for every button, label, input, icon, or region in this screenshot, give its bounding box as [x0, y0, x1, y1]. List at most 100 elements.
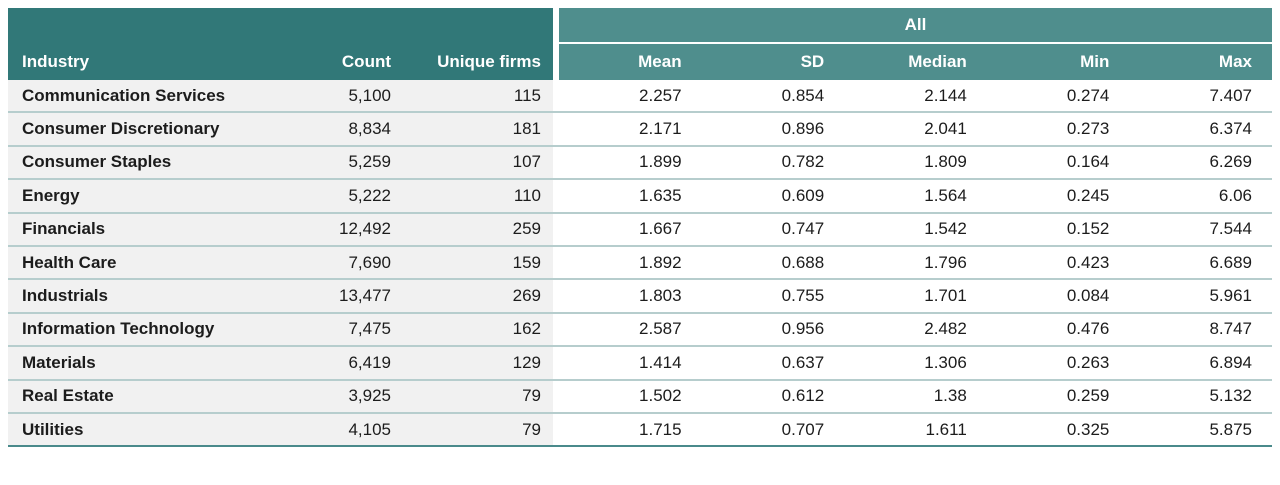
industry-name-cell: Communication Services — [8, 80, 298, 114]
min-cell: 0.152 — [986, 213, 1130, 247]
median-cell: 1.38 — [844, 380, 987, 414]
min-cell: 0.245 — [986, 180, 1130, 214]
count-cell: 6,419 — [298, 347, 403, 381]
count-cell: 5,259 — [298, 146, 403, 181]
median-cell: 1.306 — [844, 347, 987, 381]
table-row: Real Estate 3,925 79 1.502 0.612 1.38 0.… — [8, 380, 1272, 414]
table-row: Energy 5,222 110 1.635 0.609 1.564 0.245… — [8, 180, 1272, 214]
count-cell: 8,834 — [298, 113, 403, 147]
min-cell: 0.476 — [986, 313, 1130, 348]
count-cell: 3,925 — [298, 380, 403, 414]
median-cell: 1.701 — [844, 280, 987, 314]
row-gutter-cell — [553, 246, 559, 281]
industry-name-cell: Energy — [8, 180, 298, 214]
unique-firms-cell: 115 — [403, 80, 553, 114]
mean-cell: 1.892 — [559, 246, 702, 281]
column-header-row: Industry Count Unique firms Mean SD Medi… — [8, 44, 1272, 80]
min-cell: 0.259 — [986, 380, 1130, 414]
table-row: Utilities 4,105 79 1.715 0.707 1.611 0.3… — [8, 413, 1272, 448]
count-cell: 12,492 — [298, 213, 403, 247]
left-header-block — [8, 8, 553, 44]
row-gutter-cell — [553, 146, 559, 181]
mean-cell: 1.414 — [559, 347, 702, 381]
min-cell: 0.423 — [986, 246, 1130, 281]
min-cell: 0.274 — [986, 80, 1130, 114]
industry-name-cell: Materials — [8, 347, 298, 381]
group-header-row: All — [8, 8, 1272, 44]
mean-cell: 1.715 — [559, 413, 702, 448]
median-cell: 2.041 — [844, 113, 987, 147]
column-header-median: Median — [844, 44, 987, 80]
sd-cell: 0.747 — [701, 213, 845, 247]
sd-cell: 0.609 — [701, 180, 845, 214]
max-cell: 6.269 — [1129, 146, 1272, 181]
row-gutter-cell — [553, 380, 559, 414]
mean-cell: 1.803 — [559, 280, 702, 314]
mean-cell: 2.257 — [559, 80, 702, 114]
max-cell: 6.06 — [1129, 180, 1272, 214]
column-header-max: Max — [1129, 44, 1272, 80]
mean-cell: 1.635 — [559, 180, 702, 214]
min-cell: 0.263 — [986, 347, 1130, 381]
count-cell: 4,105 — [298, 413, 403, 448]
industry-name-cell: Information Technology — [8, 313, 298, 348]
median-cell: 1.809 — [844, 146, 987, 181]
sd-cell: 0.896 — [701, 113, 845, 147]
table-body: Communication Services 5,100 115 2.257 0… — [8, 80, 1272, 448]
median-cell: 1.611 — [844, 413, 987, 448]
summary-statistics-table-container: All Industry Count Unique firms Mean SD … — [8, 8, 1272, 448]
unique-firms-cell: 79 — [403, 380, 553, 414]
mean-cell: 1.502 — [559, 380, 702, 414]
table-row: Financials 12,492 259 1.667 0.747 1.542 … — [8, 213, 1272, 247]
mean-cell: 1.899 — [559, 146, 702, 181]
median-cell: 2.144 — [844, 80, 987, 114]
table-row: Industrials 13,477 269 1.803 0.755 1.701… — [8, 280, 1272, 314]
mean-cell: 2.171 — [559, 113, 702, 147]
row-gutter-cell — [553, 180, 559, 214]
max-cell: 6.894 — [1129, 347, 1272, 381]
industry-name-cell: Consumer Staples — [8, 146, 298, 181]
mean-cell: 2.587 — [559, 313, 702, 348]
industry-name-cell: Utilities — [8, 413, 298, 448]
sd-cell: 0.688 — [701, 246, 845, 281]
table-row: Materials 6,419 129 1.414 0.637 1.306 0.… — [8, 347, 1272, 381]
sd-cell: 0.637 — [701, 347, 845, 381]
unique-firms-cell: 107 — [403, 146, 553, 181]
row-gutter-cell — [553, 313, 559, 348]
count-cell: 5,100 — [298, 80, 403, 114]
min-cell: 0.164 — [986, 146, 1130, 181]
max-cell: 5.875 — [1129, 413, 1272, 448]
count-cell: 5,222 — [298, 180, 403, 214]
group-header-all: All — [559, 8, 1272, 44]
unique-firms-cell: 110 — [403, 180, 553, 214]
row-gutter-cell — [553, 113, 559, 147]
median-cell: 2.482 — [844, 313, 987, 348]
mean-cell: 1.667 — [559, 213, 702, 247]
industry-name-cell: Real Estate — [8, 380, 298, 414]
max-cell: 6.374 — [1129, 113, 1272, 147]
unique-firms-cell: 159 — [403, 246, 553, 281]
column-header-industry: Industry — [8, 44, 298, 80]
row-gutter-cell — [553, 347, 559, 381]
count-cell: 7,690 — [298, 246, 403, 281]
sd-cell: 0.612 — [701, 380, 845, 414]
min-cell: 0.084 — [986, 280, 1130, 314]
sd-cell: 0.782 — [701, 146, 845, 181]
industry-name-cell: Financials — [8, 213, 298, 247]
industry-name-cell: Health Care — [8, 246, 298, 281]
column-header-sd: SD — [701, 44, 845, 80]
column-header-count: Count — [298, 44, 403, 80]
max-cell: 5.961 — [1129, 280, 1272, 314]
max-cell: 7.544 — [1129, 213, 1272, 247]
industry-name-cell: Consumer Discretionary — [8, 113, 298, 147]
industry-summary-table: All Industry Count Unique firms Mean SD … — [8, 8, 1272, 448]
table-row: Consumer Staples 5,259 107 1.899 0.782 1… — [8, 146, 1272, 181]
max-cell: 7.407 — [1129, 80, 1272, 114]
unique-firms-cell: 129 — [403, 347, 553, 381]
unique-firms-cell: 162 — [403, 313, 553, 348]
median-cell: 1.542 — [844, 213, 987, 247]
unique-firms-cell: 259 — [403, 213, 553, 247]
max-cell: 8.747 — [1129, 313, 1272, 348]
table-row: Consumer Discretionary 8,834 181 2.171 0… — [8, 113, 1272, 147]
max-cell: 6.689 — [1129, 246, 1272, 281]
